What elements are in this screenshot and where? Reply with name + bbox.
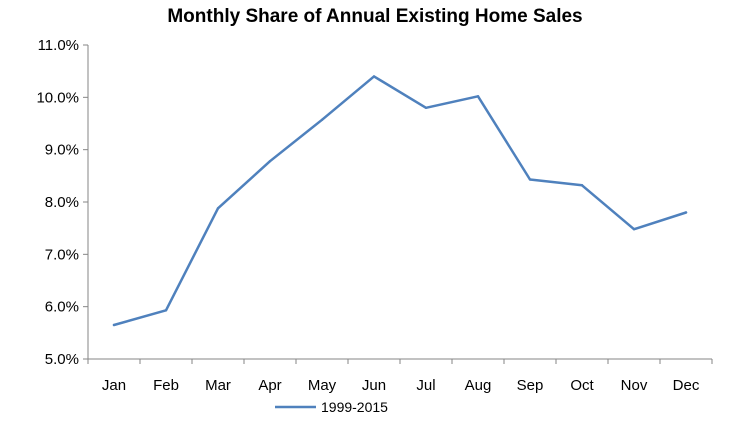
y-axis-ticks: 5.0% 6.0% 7.0% 8.0% 9.0% 10.0% 11.0% bbox=[36, 37, 88, 368]
x-tick-label: Aug bbox=[465, 377, 492, 394]
y-tick-label: 8.0% bbox=[45, 194, 79, 211]
data-point bbox=[320, 118, 324, 122]
x-tick-label: Mar bbox=[205, 377, 231, 394]
legend: 1999-2015 bbox=[275, 399, 388, 415]
y-tick-label: 7.0% bbox=[45, 246, 79, 263]
chart-title: Monthly Share of Annual Existing Home Sa… bbox=[167, 6, 583, 27]
y-tick-label: 10.0% bbox=[36, 89, 79, 106]
data-point bbox=[632, 228, 636, 231]
x-tick-label: Sep bbox=[517, 377, 544, 394]
data-point bbox=[476, 95, 480, 98]
y-tick-label: 6.0% bbox=[45, 299, 79, 316]
legend-label: 1999-2015 bbox=[321, 399, 388, 415]
x-tick-label: Apr bbox=[258, 377, 281, 394]
x-axis-ticks: Jan Feb Mar Apr May Jun Jul Aug Sep Oct Nov Dec bbox=[87, 359, 713, 394]
x-tick-label: Jan bbox=[102, 377, 126, 394]
data-point bbox=[372, 75, 376, 78]
x-tick-label: Nov bbox=[621, 377, 648, 394]
series-layer bbox=[112, 75, 688, 327]
data-point bbox=[112, 323, 116, 327]
x-tick-label: Jun bbox=[362, 377, 386, 394]
y-tick-label: 5.0% bbox=[45, 351, 79, 368]
x-tick-label: Jul bbox=[416, 377, 435, 394]
data-point bbox=[684, 211, 688, 214]
x-tick-label: May bbox=[308, 377, 337, 394]
data-point bbox=[268, 159, 272, 163]
data-point bbox=[424, 106, 428, 110]
data-point bbox=[164, 309, 168, 312]
data-point bbox=[580, 184, 584, 187]
y-tick-label: 9.0% bbox=[45, 142, 79, 159]
series-line bbox=[112, 75, 688, 327]
x-tick-label: Oct bbox=[570, 377, 594, 394]
x-tick-label: Dec bbox=[673, 377, 700, 394]
x-tick-label: Feb bbox=[153, 377, 179, 394]
data-point bbox=[528, 178, 532, 181]
data-point bbox=[216, 207, 220, 210]
y-tick-label: 11.0% bbox=[38, 37, 79, 54]
